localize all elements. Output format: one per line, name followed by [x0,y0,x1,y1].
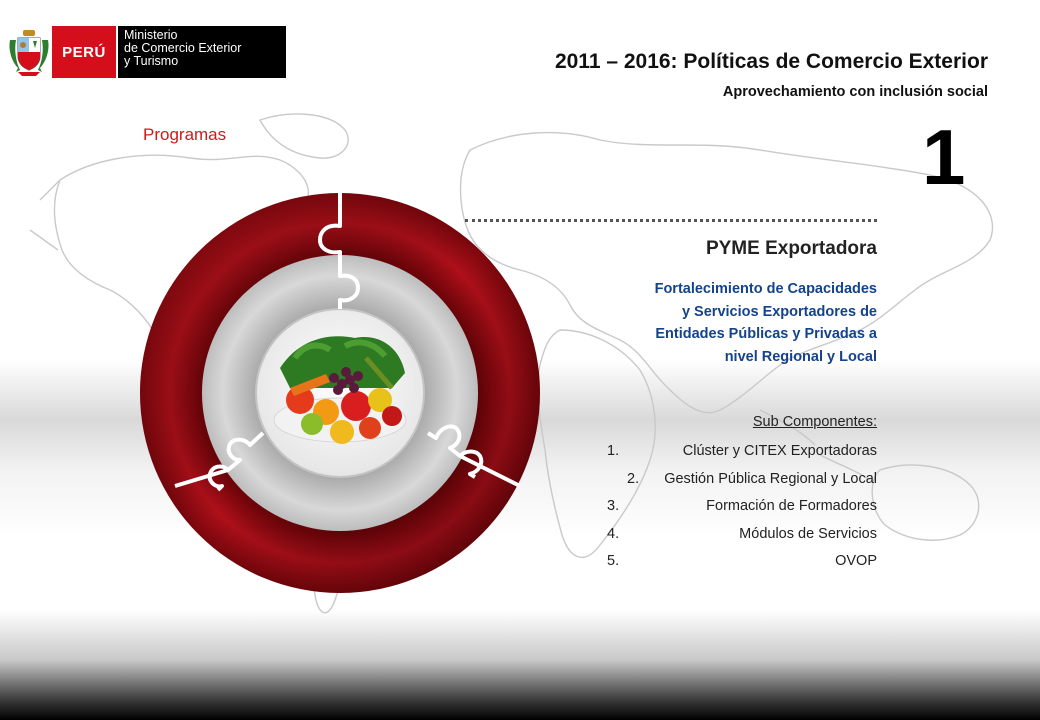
list-item: 4. Módulos de Servicios [587,524,877,545]
logo-ministry-box: Ministerio de Comercio Exterior y Turism… [116,26,286,78]
sub-components-heading: Sub Componentes: [752,414,877,430]
list-item-number: 3. [607,498,620,514]
section-label: Programas [143,125,227,144]
page-title: 2011 – 2016: Políticas de Comercio Exter… [554,50,988,73]
vegetables-photo [273,336,407,444]
list-item: 5. OVOP [587,551,877,572]
list-item-number: 1. [607,443,620,459]
list-item-text: Módulos de Servicios [739,525,877,542]
list-item-text: Clúster y CITEX Exportadoras [682,443,877,459]
description-line: Fortalecimiento de Capacidades [654,281,877,297]
program-number: 1 [922,113,966,201]
divider-dotted [465,219,877,222]
list-item-number: 2. [627,470,640,487]
program-description: Fortalecimiento de Capacidades y Servici… [577,278,877,368]
list-item: 2. Gestión Pública Regional y Local [587,469,877,490]
list-item: 1. Clúster y CITEX Exportadoras [587,441,877,462]
list-item-text: Formación de Formadores [706,498,877,514]
coat-of-arms-icon [6,26,52,78]
logo-country-text: PERÚ [62,43,106,61]
ministry-line: de Comercio Exterior [124,41,242,55]
list-item-text: Gestión Pública Regional y Local [664,470,877,487]
sub-components-list: 1. Clúster y CITEX Exportadoras 2. Gesti… [587,441,877,579]
list-item: 3. Formación de Formadores [587,496,877,517]
list-item-text: OVOP [835,553,877,569]
list-item-number: 4. [607,525,620,542]
ministry-line: y Turismo [124,54,179,68]
page-subtitle: Aprovechamiento con inclusión social [722,84,988,100]
puzzle-ring-graphic [140,193,540,593]
description-line: nivel Regional y Local [724,348,877,365]
ministry-line: Ministerio [124,28,178,42]
description-line: Entidades Públicas y Privadas a [655,326,877,342]
description-line: y Servicios Exportadores de [681,303,877,320]
program-name: PYME Exportadora [705,238,877,259]
list-item-number: 5. [607,553,620,569]
ministry-logo: PERÚ Ministerio de Comercio Exterior y T… [6,26,286,78]
logo-country-box: PERÚ [52,26,116,78]
